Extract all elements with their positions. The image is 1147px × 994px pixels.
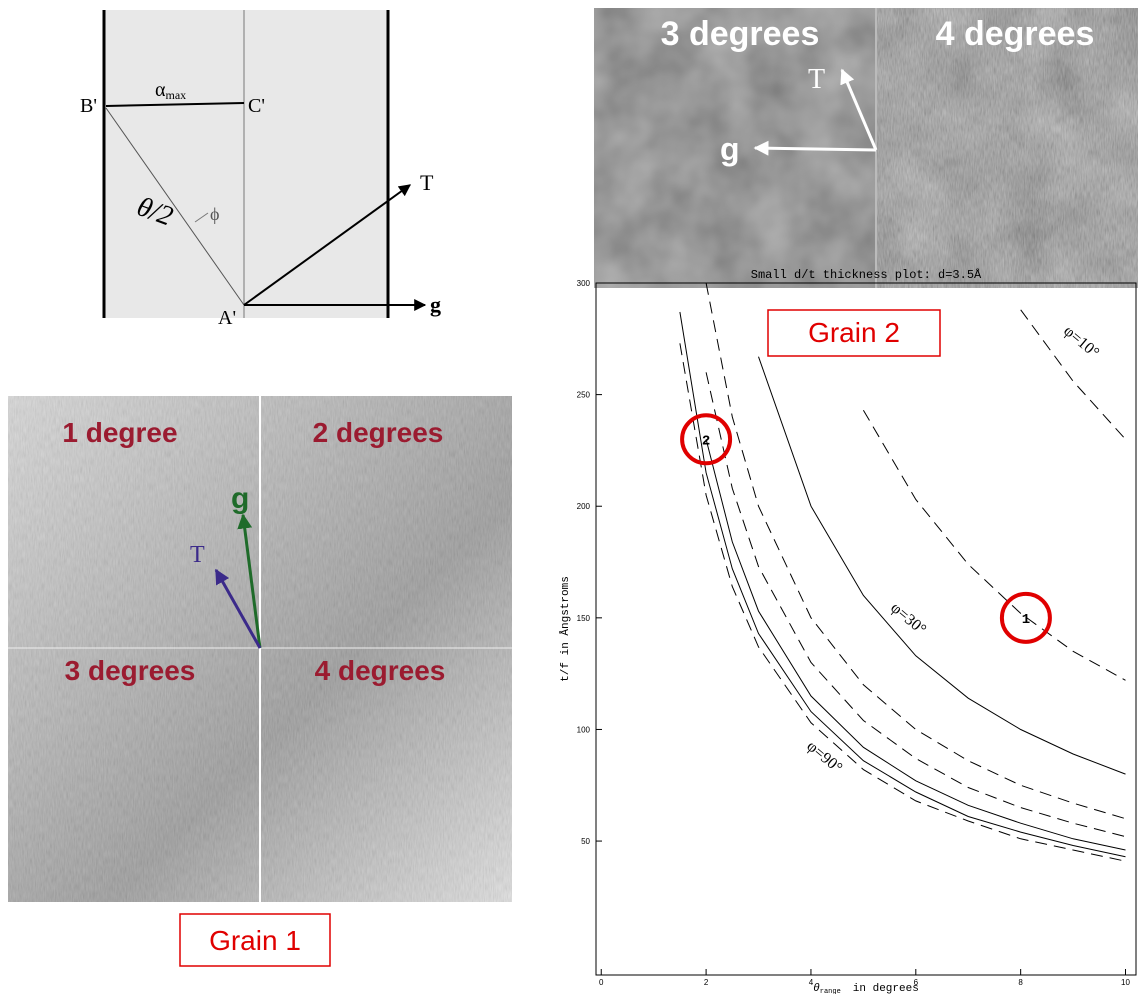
label: A' — [218, 307, 236, 329]
label: max — [165, 88, 186, 102]
caption: Grain 1 — [209, 925, 301, 956]
panel-label: 4 degrees — [936, 15, 1095, 53]
diagram: B' αmax C' θ/2 ϕ T A' g — [80, 10, 441, 329]
curve — [680, 312, 1126, 857]
label: T — [190, 542, 205, 568]
panel-bg — [104, 10, 388, 318]
label: g — [430, 292, 441, 317]
curve — [706, 439, 1125, 850]
label: T — [808, 64, 825, 95]
caption: Grain 2 — [808, 317, 900, 348]
y-tick-label: 300 — [577, 279, 591, 288]
grain1-image: 1 degree 2 degrees 3 degrees 4 degrees g… — [8, 396, 512, 902]
x-axis-label: in degrees — [853, 983, 919, 994]
figure: B' αmax C' θ/2 ϕ T A' g 3 degrees 4 degr… — [0, 0, 1147, 994]
chart: Small d/t thickness plot: d=3.5Å t/f in … — [559, 267, 1136, 994]
x-tick-label: 10 — [1121, 978, 1130, 987]
curve — [759, 357, 1126, 774]
curve — [706, 283, 1125, 819]
label: α — [155, 79, 166, 101]
marker-label: 1 — [1022, 612, 1030, 628]
x-tick-label: 2 — [704, 978, 709, 987]
grain2-image: 3 degrees 4 degrees T g — [594, 8, 1138, 288]
curve — [706, 372, 1125, 836]
curve-label: φ=90° — [803, 738, 845, 777]
label: B' — [80, 95, 97, 117]
y-tick-label: 250 — [577, 391, 591, 400]
panel-label: 1 degree — [62, 417, 177, 448]
label: g — [231, 482, 249, 515]
chart-title: Small d/t thickness plot: d=3.5Å — [751, 267, 982, 282]
panel-label: 3 degrees — [65, 655, 196, 686]
panel-label: 4 degrees — [315, 655, 446, 686]
marker-label: 2 — [702, 433, 710, 449]
label: ϕ — [210, 204, 219, 224]
y-axis-label: t/f in Ångstroms — [559, 576, 572, 682]
x-tick-label: 8 — [1018, 978, 1023, 987]
x-axis-label: range — [820, 988, 841, 994]
x-tick-label: 6 — [914, 978, 919, 987]
g-arrow — [755, 148, 876, 150]
curve — [863, 410, 1125, 680]
curve-label: φ=30° — [887, 599, 929, 638]
curve-label: φ=10° — [1060, 322, 1102, 361]
label: T — [420, 170, 434, 195]
x-tick-label: 4 — [809, 978, 814, 987]
y-tick-label: 200 — [577, 502, 591, 511]
label: g — [720, 131, 740, 167]
y-tick-label: 150 — [577, 614, 591, 623]
y-tick-label: 100 — [577, 725, 591, 734]
y-tick-label: 50 — [581, 837, 590, 846]
panel-label: 2 degrees — [313, 417, 444, 448]
x-tick-label: 0 — [599, 978, 604, 987]
label: C' — [248, 95, 265, 117]
panel-label: 3 degrees — [661, 15, 820, 53]
plot-frame — [596, 283, 1136, 975]
